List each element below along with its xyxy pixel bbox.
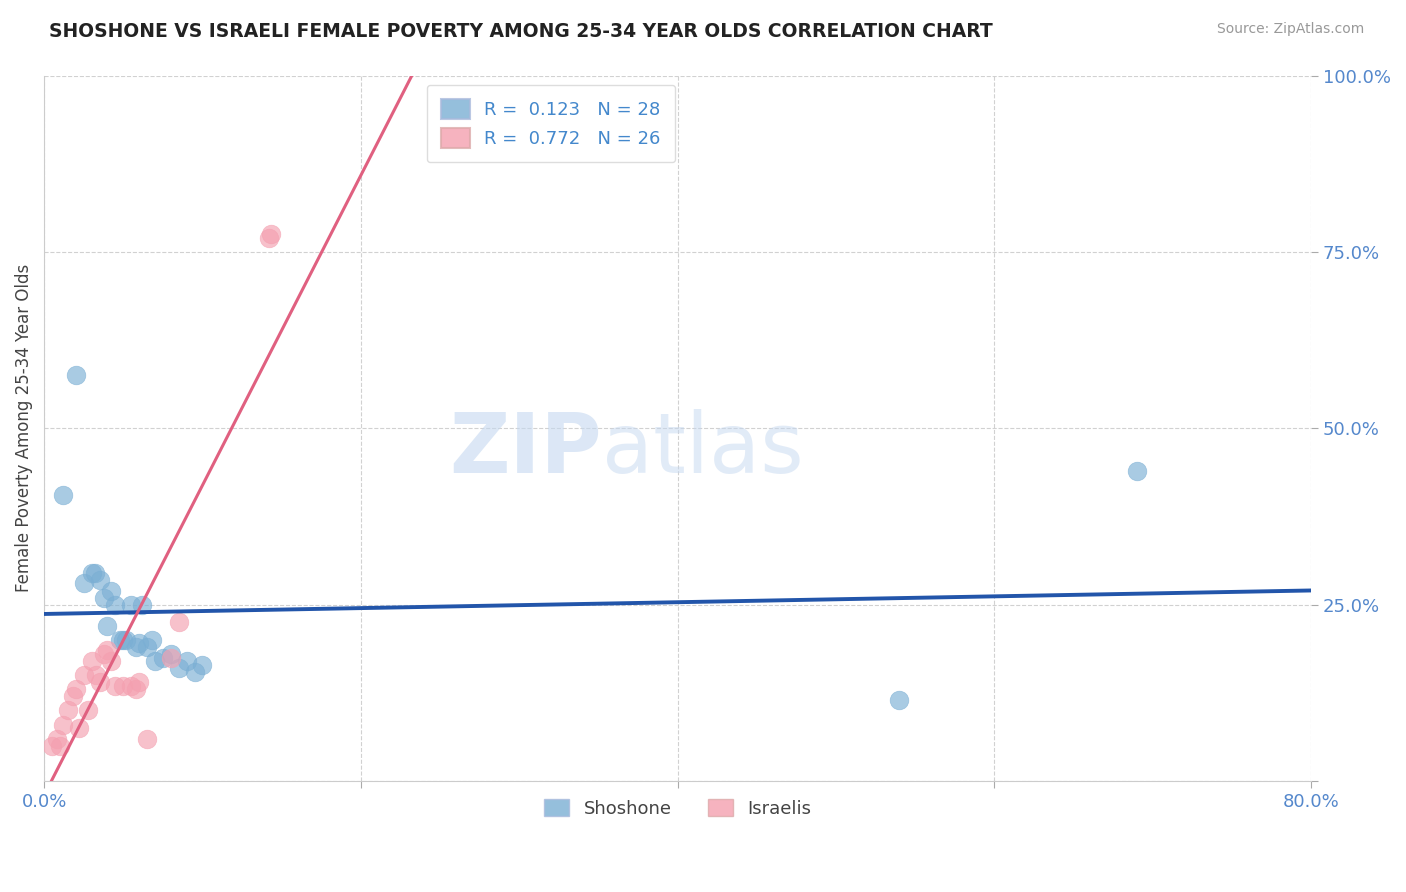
Point xyxy=(52,488,75,502)
Point xyxy=(167,661,190,675)
Point xyxy=(143,654,166,668)
Point xyxy=(65,682,87,697)
Point xyxy=(259,227,281,242)
Point xyxy=(159,647,181,661)
Point xyxy=(141,632,163,647)
Point xyxy=(93,591,115,605)
Point xyxy=(104,598,127,612)
Point xyxy=(73,576,96,591)
Point xyxy=(80,566,103,580)
Point xyxy=(125,682,148,697)
Text: SHOSHONE VS ISRAELI FEMALE POVERTY AMONG 25-34 YEAR OLDS CORRELATION CHART: SHOSHONE VS ISRAELI FEMALE POVERTY AMONG… xyxy=(49,22,993,41)
Point xyxy=(889,693,911,707)
Point xyxy=(152,650,174,665)
Point xyxy=(100,583,122,598)
Point xyxy=(52,717,75,731)
Text: atlas: atlas xyxy=(602,409,803,490)
Point xyxy=(65,368,87,383)
Point xyxy=(257,231,280,245)
Point xyxy=(56,703,79,717)
Point xyxy=(120,598,142,612)
Point xyxy=(96,643,118,657)
Y-axis label: Female Poverty Among 25-34 Year Olds: Female Poverty Among 25-34 Year Olds xyxy=(15,264,32,592)
Point xyxy=(100,654,122,668)
Point xyxy=(128,675,150,690)
Point xyxy=(167,615,190,630)
Point xyxy=(67,721,90,735)
Point xyxy=(96,619,118,633)
Point xyxy=(176,654,198,668)
Point xyxy=(89,675,111,690)
Point xyxy=(1126,464,1149,478)
Point xyxy=(104,679,127,693)
Point xyxy=(45,731,67,746)
Point xyxy=(131,598,153,612)
Point xyxy=(89,573,111,587)
Text: Source: ZipAtlas.com: Source: ZipAtlas.com xyxy=(1216,22,1364,37)
Point xyxy=(183,665,205,679)
Point xyxy=(77,703,100,717)
Point xyxy=(108,632,131,647)
Point xyxy=(93,647,115,661)
Point xyxy=(83,566,105,580)
Point xyxy=(136,640,159,654)
Point xyxy=(128,636,150,650)
Legend: Shoshone, Israelis: Shoshone, Israelis xyxy=(537,791,818,825)
Point xyxy=(136,731,159,746)
Point xyxy=(86,668,108,682)
Point xyxy=(62,690,84,704)
Point xyxy=(41,739,63,753)
Point xyxy=(125,640,148,654)
Point xyxy=(115,632,138,647)
Point xyxy=(191,657,214,672)
Point xyxy=(49,739,72,753)
Point xyxy=(112,679,135,693)
Point xyxy=(120,679,142,693)
Point xyxy=(80,654,103,668)
Point xyxy=(159,650,181,665)
Point xyxy=(112,632,135,647)
Text: ZIP: ZIP xyxy=(449,409,602,490)
Point xyxy=(73,668,96,682)
